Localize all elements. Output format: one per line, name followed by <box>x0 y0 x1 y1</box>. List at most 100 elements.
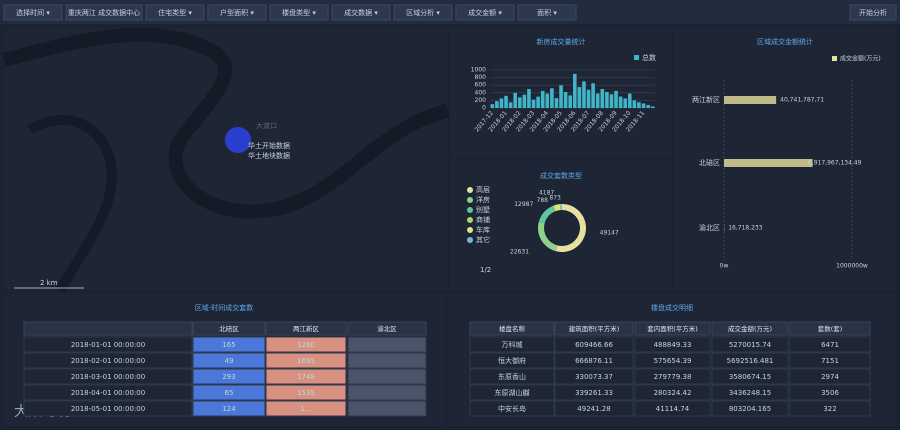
legend-swatch <box>467 207 473 213</box>
toolbar-button[interactable] <box>65 4 143 21</box>
toolbar-button[interactable] <box>3 4 63 21</box>
bar <box>522 94 527 108</box>
cell-text: 49 <box>225 357 234 365</box>
y-tick-label: 600 <box>475 82 487 89</box>
bar <box>563 92 568 108</box>
toolbar-button[interactable] <box>207 4 267 21</box>
header-cell <box>23 321 193 336</box>
pie-slice <box>555 204 586 252</box>
header-cell <box>554 321 634 336</box>
cell <box>789 352 871 369</box>
cell <box>192 384 266 401</box>
cell-text: 2018-01-01 00:00:00 <box>71 341 145 349</box>
y-tick-label: 1000 <box>471 67 486 74</box>
toolbar-button[interactable] <box>517 4 577 21</box>
button-label: 面积 ▾ <box>537 8 557 17</box>
cell-text: 7151 <box>821 357 839 365</box>
cell <box>23 400 193 417</box>
toolbar-button[interactable] <box>331 4 391 21</box>
cell-text: 3580674.15 <box>729 373 771 381</box>
cell <box>265 336 347 353</box>
x-tick-label: 0w <box>720 263 729 270</box>
header-text: 套数(套) <box>818 324 843 333</box>
area-label: 大渡口 <box>256 121 277 130</box>
toolbar-button[interactable] <box>393 4 453 21</box>
bar <box>550 88 554 108</box>
cell <box>469 400 555 417</box>
cell <box>192 352 266 369</box>
header-cell <box>265 321 347 336</box>
bar <box>499 98 504 108</box>
bar <box>632 100 637 108</box>
legend-page[interactable]: 1/2 <box>480 266 491 274</box>
bar <box>554 98 559 108</box>
y-tick-label: 200 <box>475 97 487 104</box>
value-label: 6,917,967,134.49 <box>808 160 862 167</box>
slice-label: 873 <box>549 195 561 202</box>
cell <box>469 336 555 353</box>
header-text: 两江新区 <box>293 324 320 333</box>
cell <box>265 384 347 401</box>
cell <box>554 384 634 401</box>
legend-swatch <box>467 217 473 223</box>
header-text: 套内面积(平方米) <box>647 324 698 333</box>
cell-text: 609466.66 <box>575 341 613 349</box>
map-marker[interactable] <box>225 127 251 153</box>
toolbar-button[interactable] <box>455 4 515 21</box>
bar <box>614 90 618 108</box>
cell-text: 339261.33 <box>575 389 613 397</box>
cell-text: 49241.28 <box>577 405 610 413</box>
bar <box>531 99 536 108</box>
bar <box>641 103 646 108</box>
cell-text: 2018-03-01 00:00:00 <box>71 373 145 381</box>
cell <box>23 384 193 401</box>
slice-label: 22631 <box>510 248 529 255</box>
action-button[interactable] <box>849 4 897 21</box>
cell <box>23 352 193 369</box>
bar <box>595 93 600 108</box>
cell <box>23 368 193 385</box>
cell <box>347 336 427 353</box>
cell-text: 165 <box>222 341 235 349</box>
y-tick-label: 北碚区 <box>699 158 720 167</box>
legend-swatch <box>467 237 473 243</box>
pie-slice <box>552 205 556 212</box>
header-cell <box>192 321 266 336</box>
pie-slice <box>560 204 562 211</box>
cell-text: 万科城 <box>502 340 523 349</box>
cell <box>711 384 789 401</box>
legend-swatch <box>467 197 473 203</box>
bar <box>536 96 540 108</box>
cell-text: 6471 <box>821 341 839 349</box>
bar <box>609 94 614 108</box>
header-cell <box>347 321 427 336</box>
cell <box>711 368 789 385</box>
cell-text: 65 <box>225 389 234 397</box>
cell-text: 575654.39 <box>654 357 692 365</box>
bar <box>586 89 591 108</box>
cell <box>469 384 555 401</box>
cell <box>265 352 347 369</box>
cell <box>789 368 871 385</box>
toolbar-button[interactable] <box>269 4 329 21</box>
cell <box>711 336 789 353</box>
chart-title: 新房成交量统计 <box>537 37 586 46</box>
cell <box>469 352 555 369</box>
cell <box>265 368 347 385</box>
cell-text: 666876.11 <box>575 357 613 365</box>
legend-swatch <box>832 56 837 61</box>
bar <box>605 92 609 108</box>
slice-label: 49147 <box>600 229 619 236</box>
legend-label: 洋房 <box>476 195 490 204</box>
cell-text: 1535 <box>297 389 315 397</box>
pie-slice <box>553 204 561 212</box>
header-text: 北碚区 <box>219 324 239 333</box>
toolbar-button[interactable] <box>145 4 205 21</box>
bar <box>577 87 582 108</box>
header-cell <box>711 321 789 336</box>
legend-swatch <box>634 55 639 60</box>
cell <box>711 400 789 417</box>
cell-text: 1748 <box>297 373 315 381</box>
legend-label: 车库 <box>476 225 490 234</box>
